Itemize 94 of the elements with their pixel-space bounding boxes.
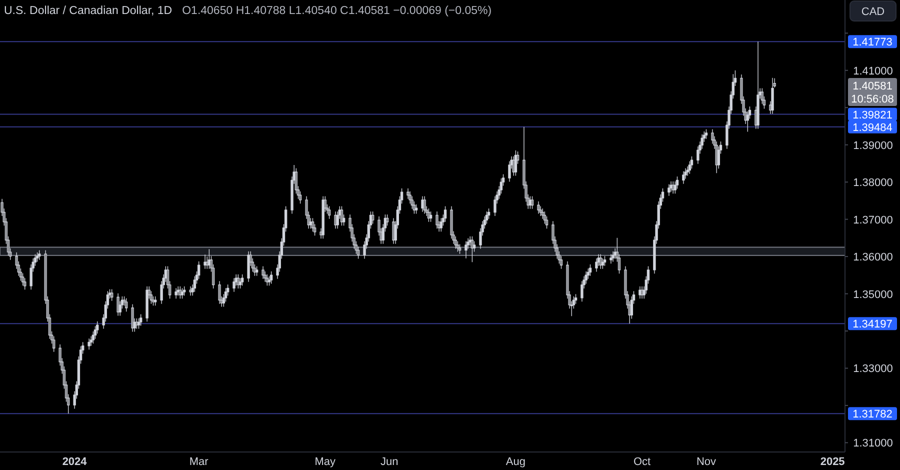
candlestick (537, 201, 540, 214)
candlestick (586, 268, 590, 280)
candlestick (610, 254, 612, 264)
candlestick (508, 160, 511, 182)
candlestick (94, 326, 97, 340)
candlestick (464, 240, 468, 259)
candlestick (262, 266, 264, 280)
candlestick (238, 278, 242, 289)
candlestick (406, 188, 410, 200)
y-tick-label: 1.38000 (853, 177, 893, 190)
candlestick (204, 254, 206, 270)
candlestick (270, 271, 273, 284)
candlestick (371, 211, 374, 224)
y-tick-label: 1.33000 (853, 363, 893, 376)
chart-title: U.S. Dollar / Canadian Dollar, 1D (4, 5, 172, 17)
candlestick (90, 336, 92, 346)
candlestick (580, 280, 584, 302)
candlestick (218, 280, 221, 304)
candlestick (139, 314, 142, 326)
candlestick (410, 196, 414, 210)
candlestick (38, 250, 41, 260)
candlestick (423, 196, 426, 214)
candlestick (116, 293, 120, 316)
x-tick-label: Jun (380, 456, 398, 468)
candlestick (494, 196, 496, 216)
ref-line-label: 1.39484 (852, 122, 892, 134)
x-tick-label: May (314, 456, 336, 468)
candlestick (436, 211, 438, 229)
candlestick (247, 250, 250, 282)
text: CAD (861, 6, 885, 18)
candlestick (137, 318, 140, 330)
candlestick (696, 146, 700, 164)
candlestick (756, 41, 760, 130)
candlestick (574, 294, 578, 304)
candlestick (124, 298, 128, 312)
candlestick (255, 266, 258, 276)
text: 10:56:08 (851, 93, 894, 106)
candlestick (146, 286, 148, 322)
candlestick (131, 304, 134, 332)
candlestick (414, 204, 418, 214)
candlestick (601, 258, 604, 270)
x-tick-label: Nov (696, 456, 717, 468)
candlestick (268, 276, 271, 286)
candlestick (688, 160, 692, 174)
candlestick (530, 196, 534, 210)
x-tick-label: Mar (189, 456, 209, 468)
candlestick (603, 256, 606, 266)
candlestick (638, 286, 642, 299)
candlestick (545, 216, 548, 229)
y-tick-label: 1.31000 (853, 438, 893, 450)
candlestick (88, 338, 90, 350)
candlestick (539, 206, 542, 216)
candlestick (232, 278, 236, 292)
ref-line-label: 1.39821 (852, 109, 892, 122)
candlestick (189, 286, 192, 296)
ref-line-label: 1.41773 (852, 36, 892, 49)
candlestick (676, 176, 679, 190)
candlestick (485, 211, 488, 224)
y-tick-label: 1.39000 (853, 140, 893, 152)
y-tick-label: 1.37000 (853, 214, 893, 226)
candlestick (704, 128, 708, 140)
y-tick-label: 1.36000 (853, 252, 893, 264)
text: 1.40581 (852, 80, 892, 92)
x-tick-label: Oct (633, 456, 651, 468)
candlestick (595, 258, 598, 272)
candlestick (670, 180, 672, 192)
candlestick (174, 288, 178, 299)
candlestick (182, 286, 186, 296)
chart-subtitle: O1.40650 H1.40788 L1.40540 C1.40581 −0.00069 (−0.05%) (182, 5, 492, 17)
candlestick (24, 278, 26, 290)
candlestick (682, 170, 685, 184)
candlestick (746, 110, 750, 132)
x-tick-label: 2025 (820, 456, 845, 468)
candlestick (456, 240, 460, 252)
candlestick (560, 256, 563, 270)
candlestick (36, 252, 39, 262)
ref-line-label: 1.34197 (852, 318, 892, 331)
ref-line-label: 1.31782 (852, 408, 892, 421)
candlestick (771, 77, 774, 114)
x-tick-label: Aug (506, 456, 526, 468)
x-tick-label: 2024 (62, 456, 88, 468)
candlestick (429, 211, 432, 222)
y-tick-label: 1.41000 (853, 65, 893, 78)
candlestick (328, 206, 331, 220)
candlestick (176, 286, 180, 296)
y-tick-label: 1.35000 (853, 288, 893, 301)
candlestick (640, 286, 644, 299)
candlestick (52, 336, 56, 352)
candlestick (154, 296, 157, 306)
candlestick (458, 244, 462, 254)
candlestick (588, 264, 592, 276)
candlestick (322, 196, 324, 240)
candlestick (180, 288, 184, 299)
candlestick (668, 184, 670, 196)
